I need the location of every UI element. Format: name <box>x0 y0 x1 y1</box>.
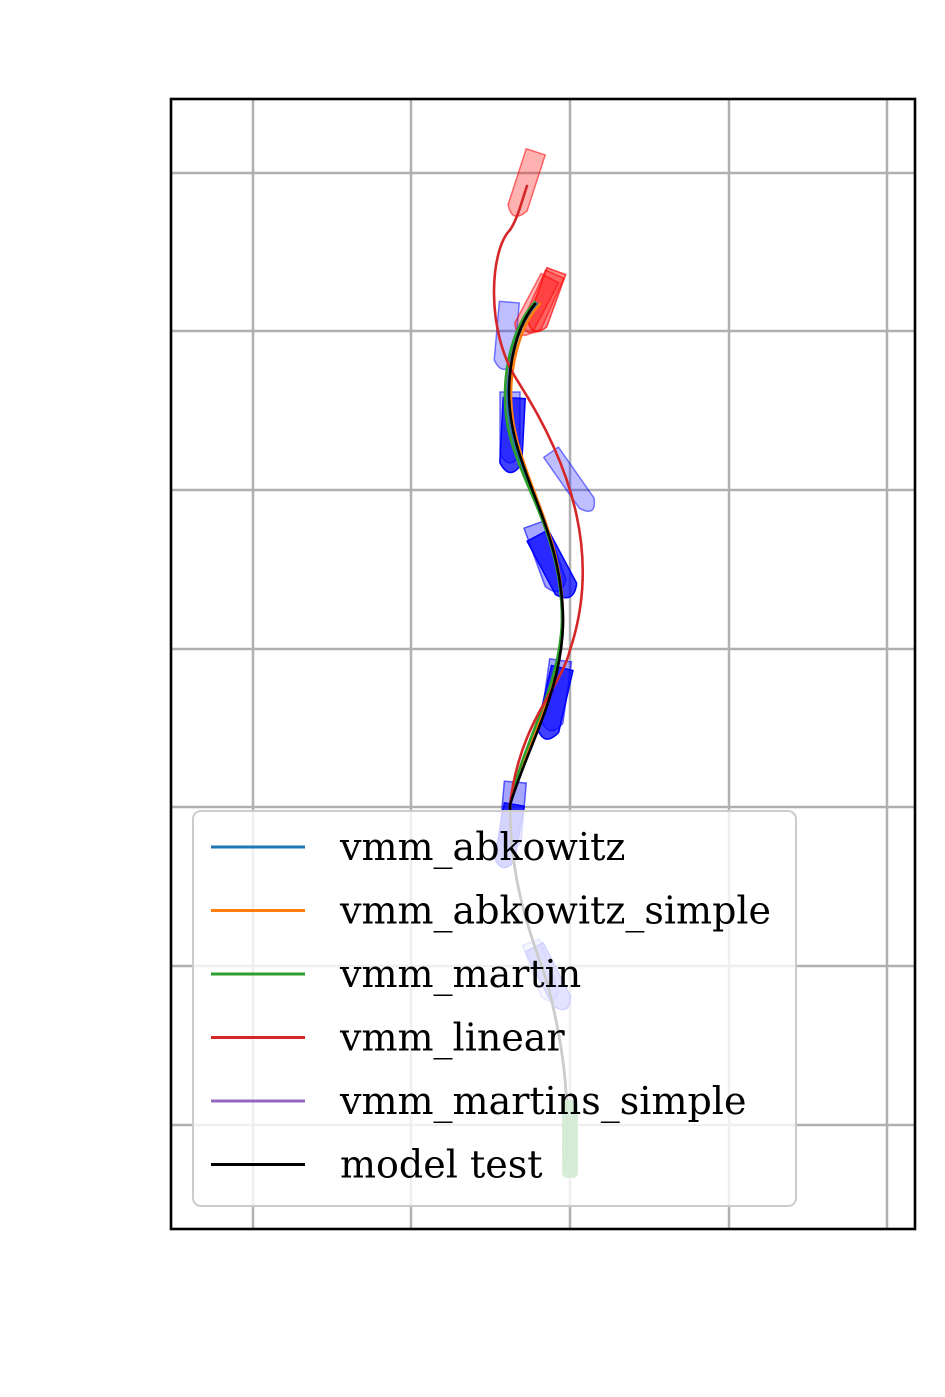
legend-label-model-test: model test <box>340 1143 543 1187</box>
legend: vmm_abkowitz vmm_abkowitz_simple vmm_marti… <box>192 810 797 1207</box>
legend-label-vmm-martin: vmm_martin <box>339 952 581 997</box>
ship-outline-blue-11 <box>542 446 596 512</box>
ship-outline-red-3 <box>507 147 547 218</box>
legend-label-vmm-abkowitz: vmm_abkowitz <box>339 825 625 870</box>
legend-box <box>192 810 797 1207</box>
legend-label-vmm-martins-simple: vmm_martins_simple <box>339 1079 746 1124</box>
legend-label-vmm-linear: vmm_linear <box>339 1016 565 1061</box>
legend-label-vmm-abkowitz-simple: vmm_abkowitz_simple <box>339 889 771 934</box>
ship-outline-blue-6 <box>526 528 578 599</box>
axes-frame <box>169 97 917 1231</box>
ship-outline-blue-7 <box>523 519 567 593</box>
